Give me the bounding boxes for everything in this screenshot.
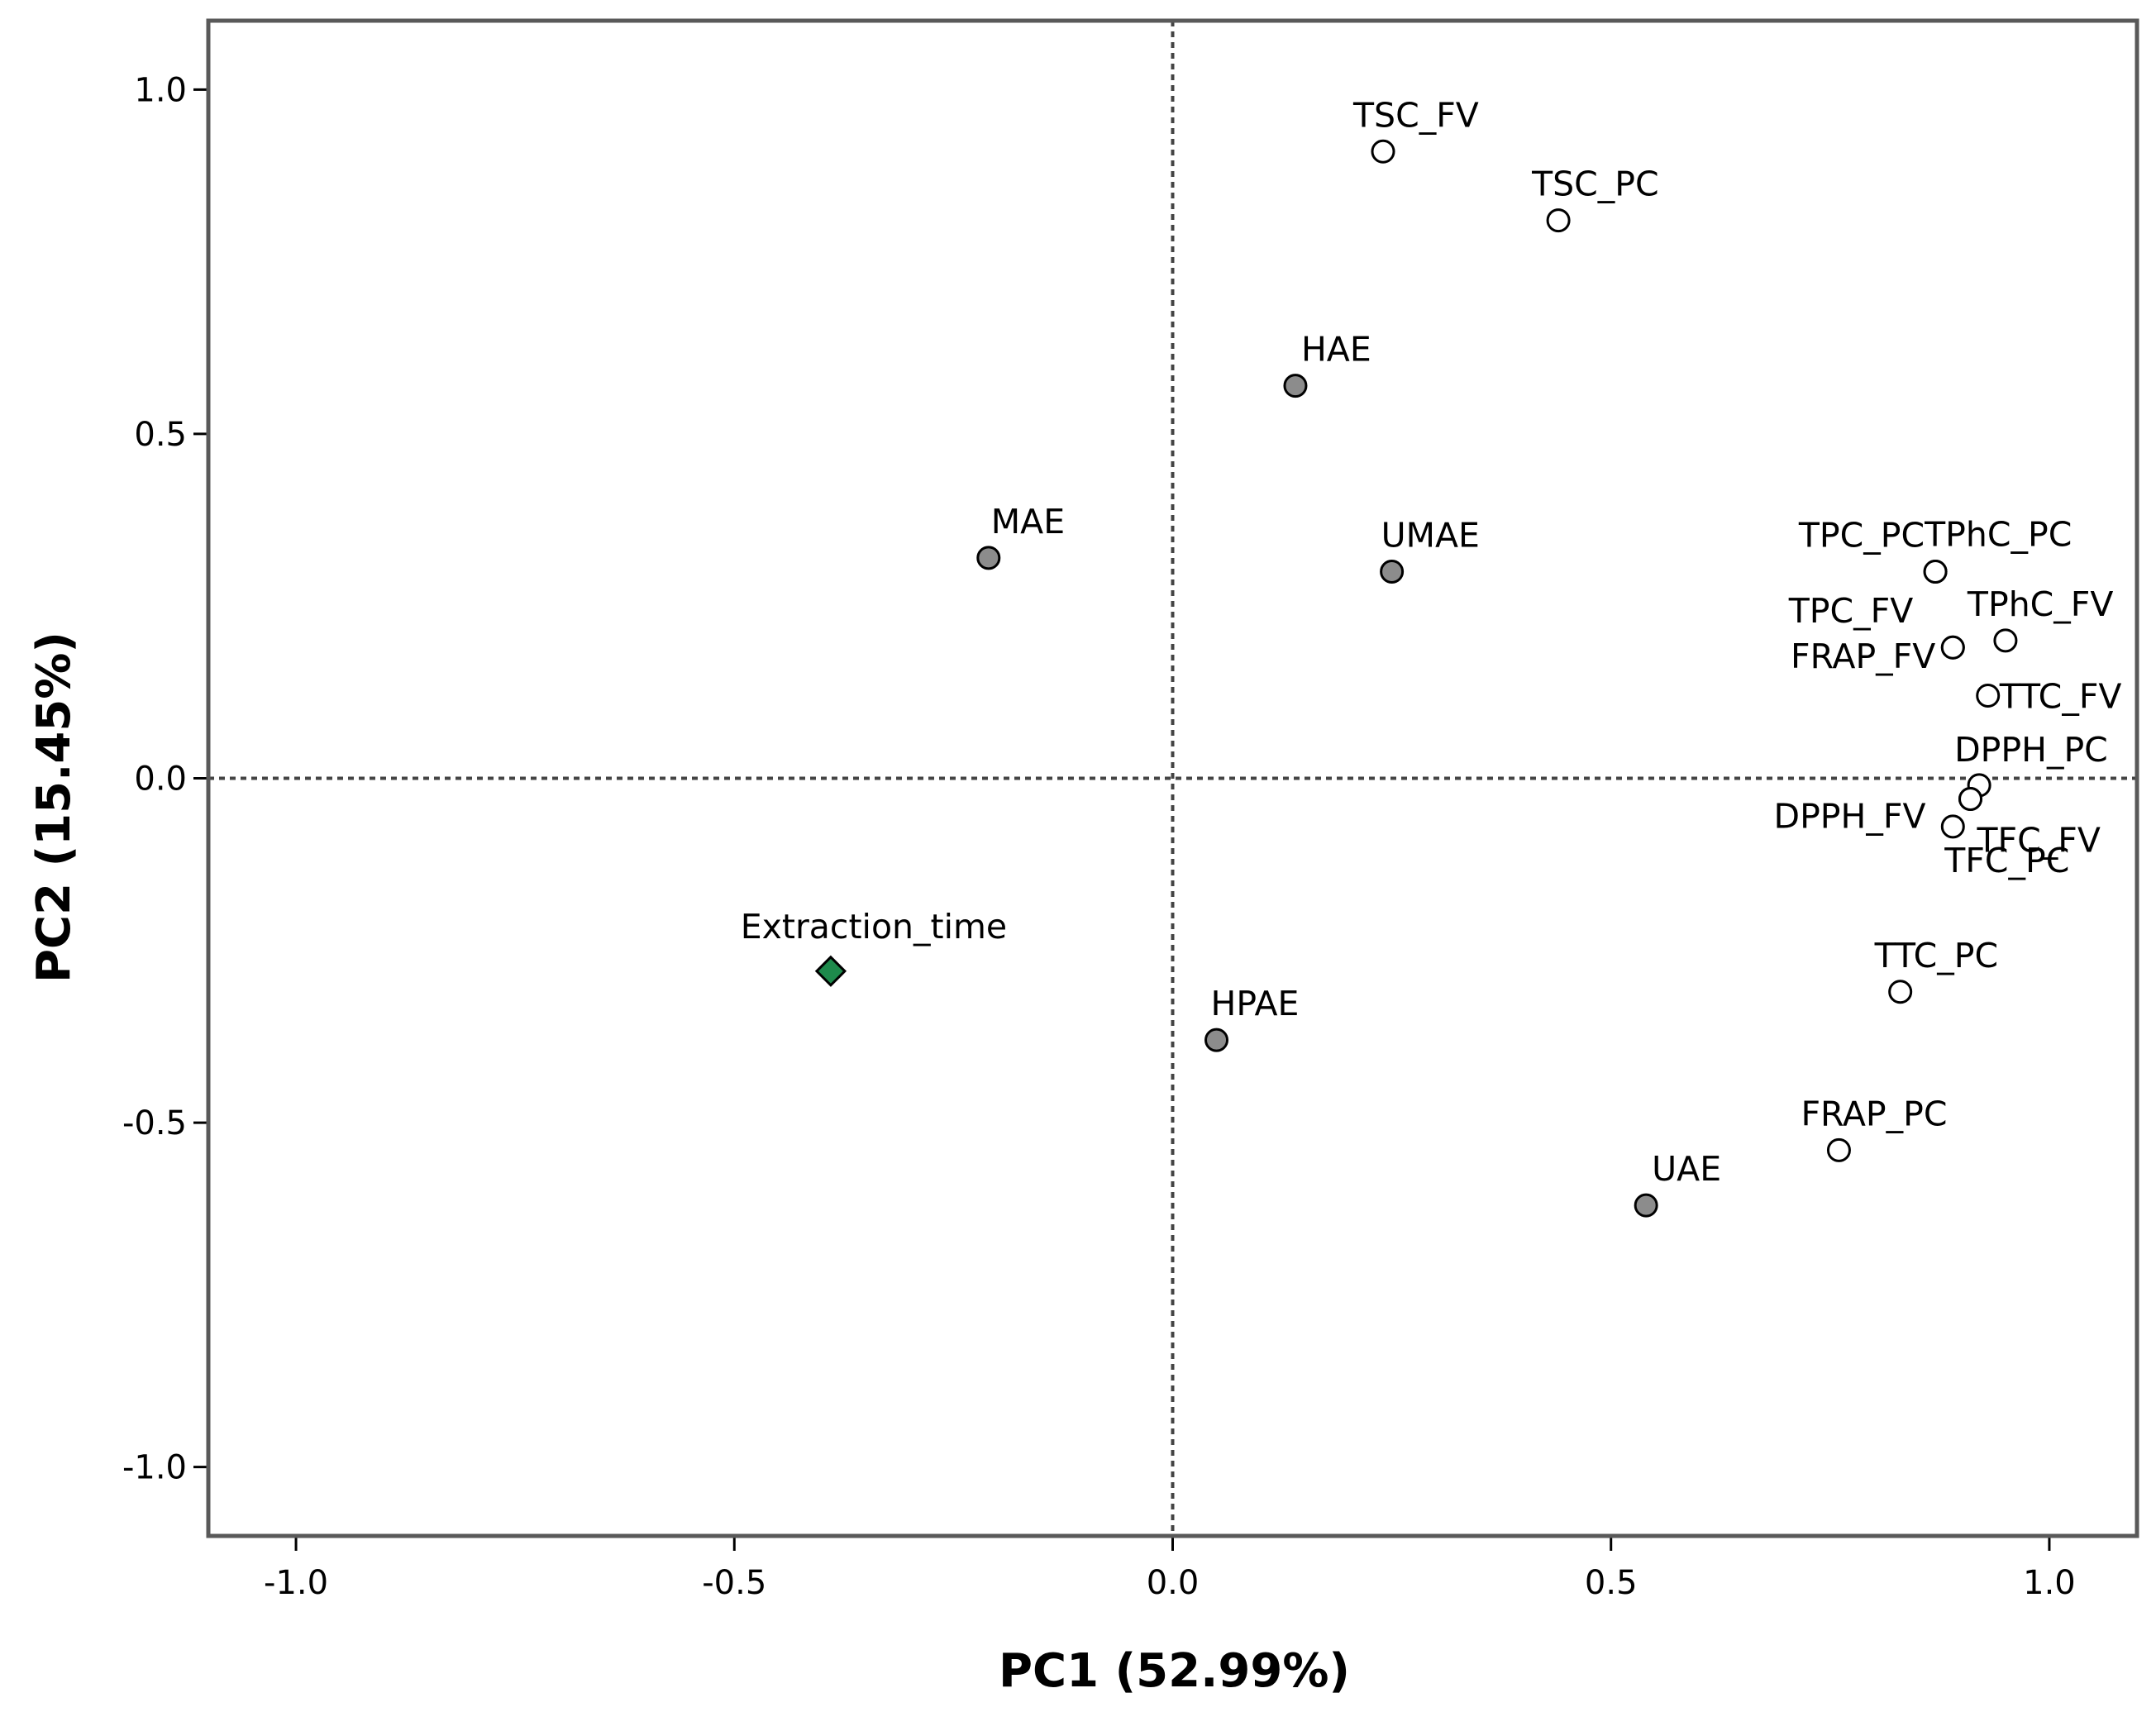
y-tick-label: 0.0 <box>134 761 187 799</box>
label-ttc-pc: TTC_PC <box>1874 936 1998 975</box>
point-mae <box>976 546 1001 570</box>
x-tick-label: 1.0 <box>2023 1564 2076 1602</box>
label-hpae: HPAE <box>1211 984 1300 1023</box>
label-extraction-time: Extraction_time <box>741 907 1007 947</box>
point-tphc-fv <box>1993 628 2018 653</box>
label-tphc-fv: TPhC_FV <box>1967 584 2114 624</box>
point-hpae <box>1204 1028 1229 1052</box>
label-frap-fv: FRAP_FV <box>1791 637 1935 676</box>
y-tick-label: 1.0 <box>134 71 187 109</box>
point-frap-fv <box>1940 635 1965 660</box>
y-axis-title: PC2 (15.45%) <box>27 632 81 983</box>
label-mae: MAE <box>991 502 1065 541</box>
label-tphc-pc: TPhC_PC <box>1924 515 2072 555</box>
y-tick-label: 0.5 <box>134 416 187 454</box>
label-ttc-fv: TTC_FV <box>1999 677 2122 717</box>
label-dpph-fv: DPPH_FV <box>1774 796 1926 836</box>
point-umae <box>1380 560 1405 584</box>
x-axis-title: PC1 (52.99%) <box>999 1644 1350 1698</box>
label-tpc-fv: TPC_FV <box>1788 591 1914 631</box>
label-tpc-pc: TPC_PC <box>1798 516 1925 556</box>
axis-ticks: -1.0 -0.5 0.0 0.5 1.0 -1.0 -0.5 0.0 0.5 1.0 <box>122 71 2076 1602</box>
point-extraction-time <box>814 955 847 987</box>
point-ttc-fv <box>1976 684 2001 708</box>
label-uae: UAE <box>1652 1149 1721 1189</box>
label-frap-pc: FRAP_PC <box>1801 1094 1947 1133</box>
point-tsc-fv <box>1371 139 1395 164</box>
point-tphc-pc <box>1923 560 1948 584</box>
data-points <box>814 139 2018 1218</box>
point-frap-pc <box>1826 1137 1851 1162</box>
point-tfc-pc <box>1940 814 1965 839</box>
y-tick-label: -1.0 <box>122 1449 187 1487</box>
x-tick-label: 0.5 <box>1585 1564 1638 1602</box>
point-uae <box>1634 1193 1658 1218</box>
label-tsc-pc: TSC_PC <box>1531 165 1659 204</box>
label-umae: UMAE <box>1381 516 1480 556</box>
x-tick-label: -1.0 <box>264 1564 328 1602</box>
x-tick-label: 0.0 <box>1147 1564 1200 1602</box>
x-tick-label: -0.5 <box>702 1564 766 1602</box>
plot-frame <box>206 18 2139 1538</box>
point-tfc-fv <box>1958 786 1983 811</box>
label-tfc-pc: TFC_PC <box>1944 841 2069 880</box>
label-dpph-pc: DPPH_PC <box>1954 730 2108 770</box>
reference-lines <box>208 21 2137 1536</box>
label-tsc-fv: TSC_FV <box>1352 95 1479 135</box>
y-tick-label: -0.5 <box>122 1104 187 1142</box>
point-tsc-pc <box>1546 208 1571 233</box>
label-tfc-fv: TFC_FV <box>1977 820 2101 860</box>
point-ttc-pc <box>1888 980 1913 1004</box>
label-hae: HAE <box>1301 330 1371 370</box>
point-hae <box>1283 374 1308 398</box>
